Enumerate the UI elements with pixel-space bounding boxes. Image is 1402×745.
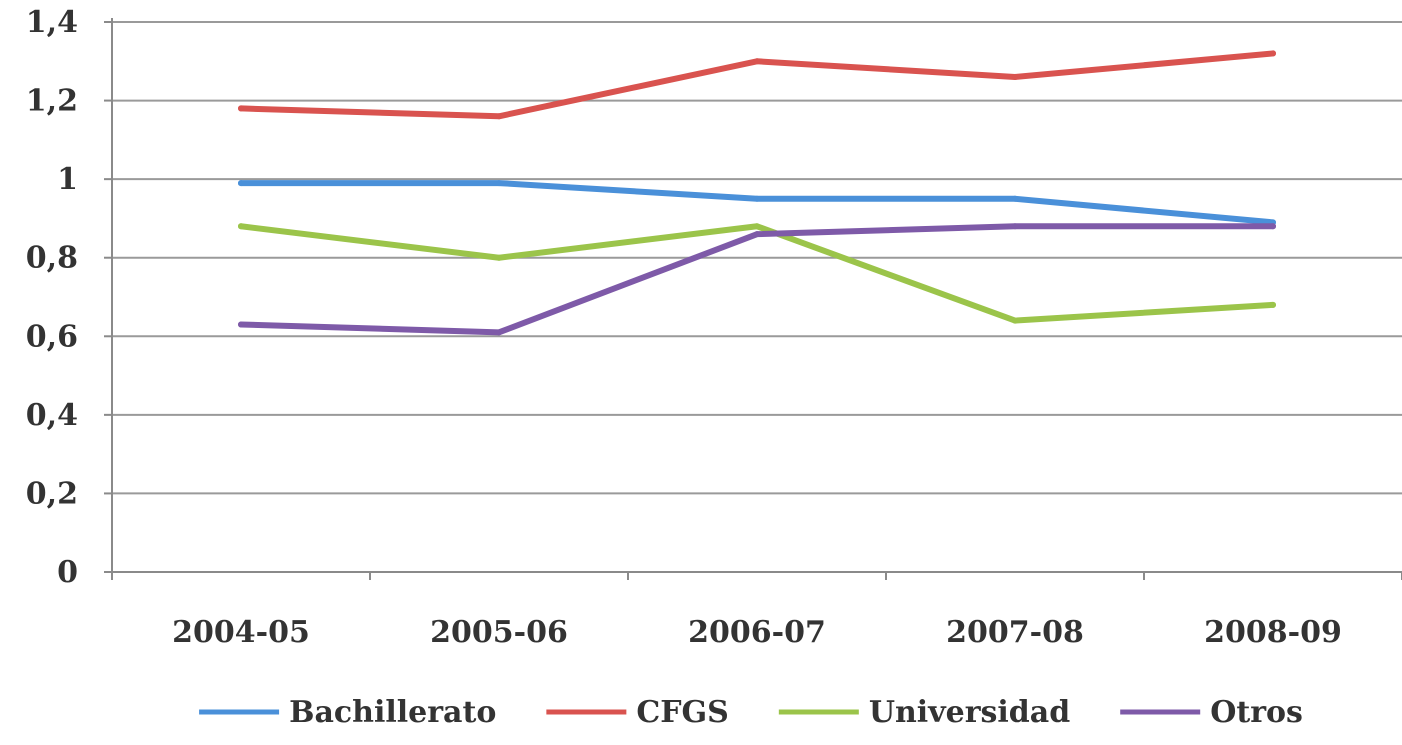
legend: Bachillerato CFGS Universidad Otros — [199, 695, 1303, 730]
legend-item-universidad: Universidad — [778, 695, 1070, 730]
series-lines — [238, 50, 1276, 336]
gridlines — [112, 21, 1402, 495]
y-tick-label: 0,2 — [26, 476, 78, 511]
legend-label: Bachillerato — [289, 695, 496, 730]
legend-item-cfgs: CFGS — [546, 695, 729, 730]
y-tick-label: 0,8 — [26, 241, 78, 276]
data-point-bachillerato — [754, 195, 760, 202]
legend-label: Otros — [1210, 695, 1303, 730]
y-tick-label: 1,2 — [26, 84, 78, 119]
y-tick-label: 0 — [57, 555, 78, 590]
x-tick-label: 2005-06 — [430, 615, 568, 650]
data-point-cfgs — [238, 105, 244, 112]
data-point-universidad — [1270, 301, 1276, 308]
x-tick-label: 2008-09 — [1204, 615, 1342, 650]
legend-item-otros: Otros — [1120, 695, 1303, 730]
series-line-bachillerato — [238, 180, 1276, 226]
x-tick-label: 2004-05 — [172, 615, 310, 650]
data-point-otros — [1270, 223, 1276, 230]
data-point-universidad — [496, 254, 502, 261]
y-tick-label: 1,4 — [26, 5, 78, 40]
legend-item-bachillerato: Bachillerato — [199, 695, 496, 730]
data-point-cfgs — [496, 113, 502, 120]
data-point-otros — [496, 329, 502, 336]
data-point-universidad — [238, 223, 244, 230]
data-point-otros — [238, 321, 244, 328]
data-point-cfgs — [1270, 50, 1276, 57]
legend-label: CFGS — [636, 695, 728, 730]
data-point-universidad — [1012, 317, 1018, 324]
x-axis-tick-labels: 2004-05 2005-06 2006-07 2007-08 2008-09 — [172, 615, 1342, 650]
series-line-universidad — [238, 223, 1276, 324]
y-tick-label: 0,4 — [26, 398, 78, 433]
data-point-otros — [754, 231, 760, 238]
data-point-cfgs — [1012, 74, 1018, 80]
legend-label: Universidad — [869, 695, 1070, 730]
data-point-bachillerato — [496, 180, 502, 187]
data-point-otros — [1012, 223, 1018, 230]
y-tick-label: 0,6 — [26, 319, 78, 354]
data-point-cfgs — [754, 58, 760, 65]
y-axis-tick-labels: 0 0,2 0,4 0,6 0,8 1 1,2 1,4 — [26, 5, 78, 590]
axes — [104, 18, 1402, 580]
x-tick-label: 2007-08 — [946, 615, 1084, 650]
data-point-bachillerato — [238, 180, 244, 187]
data-point-bachillerato — [1012, 195, 1018, 202]
x-tick-label: 2006-07 — [688, 615, 826, 650]
y-tick-label: 1 — [57, 162, 78, 197]
data-point-universidad — [754, 223, 760, 230]
